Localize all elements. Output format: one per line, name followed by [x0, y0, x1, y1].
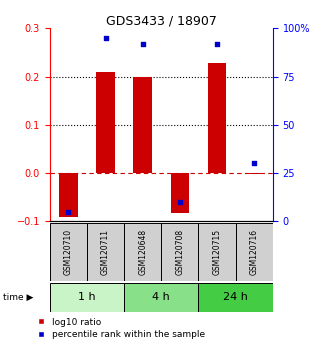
- Bar: [198, 283, 273, 312]
- Text: GSM120710: GSM120710: [64, 229, 73, 275]
- Point: [177, 199, 182, 205]
- Point: [103, 35, 108, 41]
- Point: [252, 160, 257, 166]
- Text: GSM120715: GSM120715: [213, 229, 221, 275]
- Bar: [59, 173, 78, 217]
- Text: 24 h: 24 h: [223, 292, 248, 302]
- Text: GSM120711: GSM120711: [101, 229, 110, 275]
- Point: [140, 41, 145, 47]
- Text: 4 h: 4 h: [152, 292, 170, 302]
- Text: 1 h: 1 h: [78, 292, 96, 302]
- Bar: [50, 283, 124, 312]
- Title: GDS3433 / 18907: GDS3433 / 18907: [106, 14, 217, 27]
- Bar: [245, 173, 264, 174]
- Bar: [50, 223, 87, 281]
- Text: GSM120648: GSM120648: [138, 229, 147, 275]
- Bar: [124, 223, 161, 281]
- Bar: [96, 72, 115, 173]
- Legend: log10 ratio, percentile rank within the sample: log10 ratio, percentile rank within the …: [34, 314, 209, 343]
- Bar: [161, 223, 198, 281]
- Bar: [124, 283, 198, 312]
- Bar: [170, 173, 189, 212]
- Bar: [87, 223, 124, 281]
- Point: [66, 209, 71, 215]
- Bar: [236, 223, 273, 281]
- Point: [214, 41, 220, 47]
- Bar: [134, 76, 152, 173]
- Bar: [198, 223, 236, 281]
- Text: GSM120716: GSM120716: [250, 229, 259, 275]
- Text: GSM120708: GSM120708: [175, 229, 184, 275]
- Bar: [208, 63, 226, 173]
- Text: time ▶: time ▶: [3, 293, 34, 302]
